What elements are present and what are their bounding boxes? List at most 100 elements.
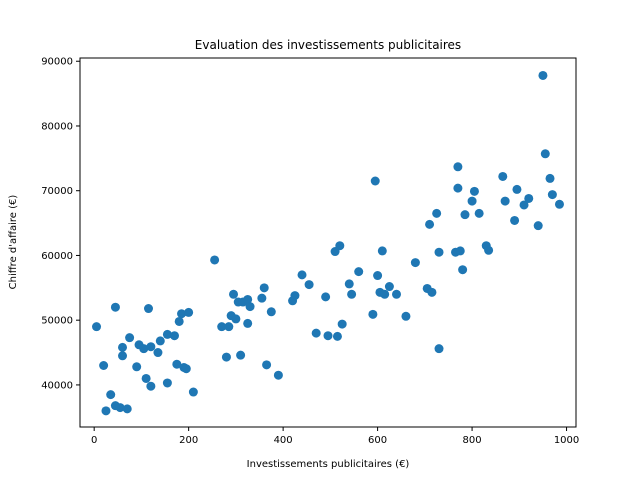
data-point bbox=[122, 404, 132, 414]
data-point bbox=[162, 378, 172, 388]
data-point bbox=[259, 283, 269, 293]
points-layer bbox=[92, 70, 564, 416]
data-point bbox=[311, 328, 321, 338]
data-point bbox=[332, 331, 342, 341]
x-tick-label: 0 bbox=[91, 435, 97, 446]
data-point bbox=[210, 255, 220, 265]
data-point bbox=[229, 289, 239, 299]
data-point bbox=[368, 309, 378, 319]
data-point bbox=[110, 302, 120, 312]
data-point bbox=[115, 403, 125, 413]
data-point bbox=[181, 364, 191, 374]
data-point bbox=[153, 348, 163, 358]
data-point bbox=[547, 190, 557, 200]
data-point bbox=[321, 292, 331, 302]
data-point bbox=[337, 319, 347, 329]
data-point bbox=[524, 193, 534, 203]
data-point bbox=[540, 149, 550, 159]
data-point bbox=[434, 247, 444, 257]
x-axis-label: Investissements publicitaires (€) bbox=[247, 459, 410, 470]
data-point bbox=[460, 210, 470, 220]
data-point bbox=[169, 331, 179, 341]
data-point bbox=[533, 221, 543, 231]
data-point bbox=[427, 287, 437, 297]
y-tick-label: 40000 bbox=[41, 380, 73, 391]
data-point bbox=[458, 265, 468, 275]
data-point bbox=[323, 331, 333, 341]
data-point bbox=[231, 314, 241, 324]
data-point bbox=[554, 199, 564, 209]
data-point bbox=[392, 289, 401, 299]
data-point bbox=[370, 176, 380, 186]
data-point bbox=[455, 246, 465, 256]
data-point bbox=[172, 359, 182, 369]
y-tick-label: 80000 bbox=[41, 121, 73, 132]
data-point bbox=[177, 309, 187, 319]
x-tick-label: 1000 bbox=[554, 435, 579, 446]
data-point bbox=[155, 336, 165, 346]
data-point bbox=[498, 171, 508, 181]
ticks-layer: 0 200 400 600 800 1000 40000 50000 60000 70000 800… bbox=[41, 57, 579, 446]
data-point bbox=[545, 173, 555, 183]
y-tick-label: 60000 bbox=[41, 251, 73, 262]
data-point bbox=[344, 279, 354, 289]
data-point bbox=[217, 322, 227, 332]
data-point bbox=[188, 387, 198, 397]
data-point bbox=[347, 289, 357, 299]
data-point bbox=[377, 246, 387, 256]
data-point bbox=[373, 271, 383, 281]
data-point bbox=[243, 318, 253, 328]
data-point bbox=[141, 373, 151, 383]
data-point bbox=[401, 311, 411, 321]
data-point bbox=[512, 184, 522, 194]
data-point bbox=[425, 219, 435, 229]
x-tick-label: 600 bbox=[368, 435, 387, 446]
y-tick-label: 50000 bbox=[41, 316, 73, 327]
data-point bbox=[262, 360, 272, 370]
data-point bbox=[257, 293, 267, 303]
data-point bbox=[162, 329, 172, 339]
data-point bbox=[519, 200, 529, 210]
x-tick-label: 800 bbox=[463, 435, 482, 446]
data-point bbox=[484, 245, 494, 255]
data-point bbox=[538, 70, 548, 80]
data-point bbox=[266, 307, 276, 317]
x-tick-label: 200 bbox=[179, 435, 198, 446]
data-point bbox=[221, 352, 231, 362]
data-point bbox=[380, 289, 390, 299]
data-point bbox=[236, 350, 246, 360]
data-point bbox=[410, 258, 420, 268]
data-point bbox=[184, 307, 194, 317]
data-point bbox=[432, 208, 442, 218]
data-point bbox=[384, 282, 394, 292]
y-tick-label: 90000 bbox=[41, 57, 73, 68]
data-point bbox=[224, 322, 234, 332]
data-point bbox=[132, 362, 142, 372]
data-point bbox=[92, 322, 102, 332]
data-point bbox=[146, 381, 156, 391]
data-point bbox=[144, 304, 153, 314]
data-point bbox=[453, 183, 463, 193]
data-point bbox=[290, 291, 300, 301]
data-point bbox=[125, 333, 135, 343]
data-point bbox=[510, 215, 520, 225]
data-point bbox=[273, 370, 283, 380]
y-axis-label: Chiffre d'affaire (€) bbox=[8, 195, 19, 290]
data-point bbox=[467, 196, 477, 206]
data-point bbox=[434, 344, 444, 354]
data-point bbox=[245, 302, 255, 312]
data-point bbox=[469, 186, 479, 196]
data-point bbox=[174, 316, 184, 326]
data-point bbox=[118, 351, 128, 361]
data-point bbox=[101, 406, 111, 416]
data-point bbox=[106, 390, 116, 400]
data-point bbox=[335, 241, 345, 251]
data-point bbox=[474, 208, 484, 218]
data-point bbox=[304, 280, 314, 290]
data-point bbox=[297, 270, 307, 280]
data-point bbox=[99, 361, 109, 370]
data-point bbox=[453, 162, 463, 172]
data-point bbox=[118, 342, 128, 352]
